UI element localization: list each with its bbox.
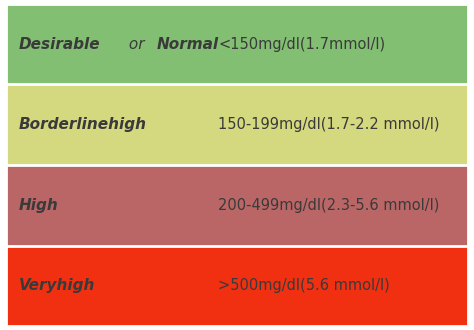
Text: Desirable: Desirable <box>19 37 100 52</box>
Text: 200-499mg/dl(2.3-5.6 mmol/l): 200-499mg/dl(2.3-5.6 mmol/l) <box>218 198 439 213</box>
Text: Borderlinehigh: Borderlinehigh <box>19 117 147 132</box>
Bar <box>6 165 468 246</box>
Text: High: High <box>19 198 59 213</box>
Text: >500mg/dl(5.6 mmol/l): >500mg/dl(5.6 mmol/l) <box>218 278 390 293</box>
Text: Normal: Normal <box>157 37 219 52</box>
Text: <150mg/dl(1.7mmol/l): <150mg/dl(1.7mmol/l) <box>218 37 385 52</box>
Text: or: or <box>124 37 150 52</box>
Bar <box>6 4 468 84</box>
Text: 150-199mg/dl(1.7-2.2 mmol/l): 150-199mg/dl(1.7-2.2 mmol/l) <box>218 117 439 132</box>
Bar <box>6 246 468 326</box>
Text: Veryhigh: Veryhigh <box>19 278 95 293</box>
Bar <box>6 84 468 165</box>
